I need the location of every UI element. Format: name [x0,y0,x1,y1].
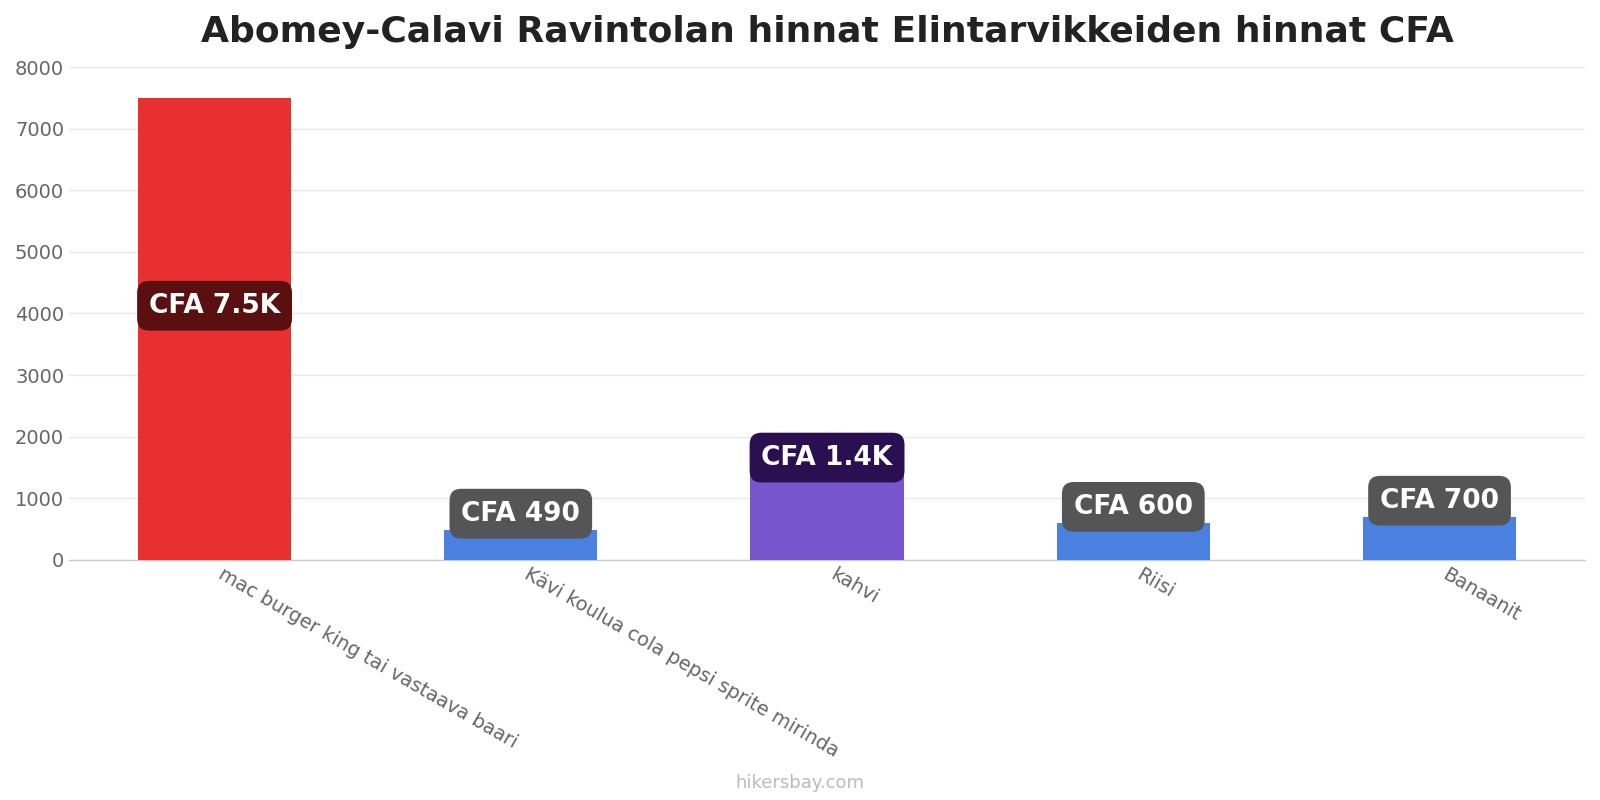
Text: CFA 7.5K: CFA 7.5K [149,293,280,318]
Bar [445,530,597,560]
Text: CFA 600: CFA 600 [1074,494,1192,520]
Bar [138,98,291,560]
Title: Abomey-Calavi Ravintolan hinnat Elintarvikkeiden hinnat CFA: Abomey-Calavi Ravintolan hinnat Elintarv… [200,15,1453,49]
Text: CFA 490: CFA 490 [461,501,581,526]
Text: hikersbay.com: hikersbay.com [736,774,864,792]
Bar [1056,523,1210,560]
Text: CFA 700: CFA 700 [1381,488,1499,514]
Text: CFA 1.4K: CFA 1.4K [762,445,893,470]
Bar [1363,517,1517,560]
Bar [750,474,904,560]
